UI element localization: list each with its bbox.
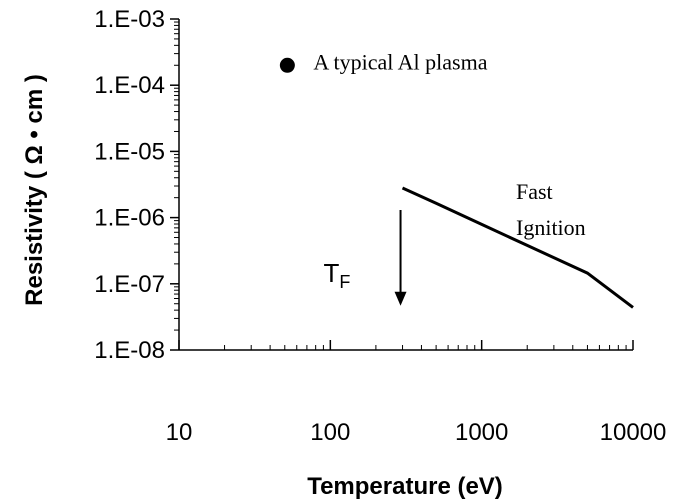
x-tick-label: 100 <box>310 419 350 446</box>
y-tick-label: 1.E-06 <box>94 205 165 232</box>
tick-labels: 1.E-08 1.E-07 1.E-06 1.E-05 1.E-04 1.E-03 10 10… <box>94 6 666 446</box>
fast-ignition-label-line1: Fast <box>516 179 553 204</box>
annotations: A typical Al plasma Fast Ignition TF <box>279 49 586 306</box>
al-plasma-label: A typical Al plasma <box>313 49 487 74</box>
tf-label: TF <box>324 258 351 292</box>
x-axis-title: Temperature (eV) <box>307 473 503 500</box>
resistivity-series-line <box>401 186 634 309</box>
axes <box>178 19 633 351</box>
x-tick-label: 10 <box>166 419 193 446</box>
y-tick-label: 1.E-08 <box>94 337 165 364</box>
y-tick-label: 1.E-05 <box>94 138 165 165</box>
y-axis-title: Resistivity ( Ω • cm ) <box>21 74 48 306</box>
ticks <box>170 18 634 351</box>
y-tick-label: 1.E-03 <box>94 6 165 33</box>
y-tick-label: 1.E-04 <box>94 72 165 99</box>
x-tick-label: 10000 <box>600 419 667 446</box>
al-plasma-point <box>279 57 295 73</box>
x-tick-label: 1000 <box>455 419 508 446</box>
fast-ignition-label-line2: Ignition <box>516 215 586 240</box>
tf-arrow-head <box>394 291 407 306</box>
series <box>401 186 634 309</box>
y-tick-label: 1.E-07 <box>94 271 165 298</box>
